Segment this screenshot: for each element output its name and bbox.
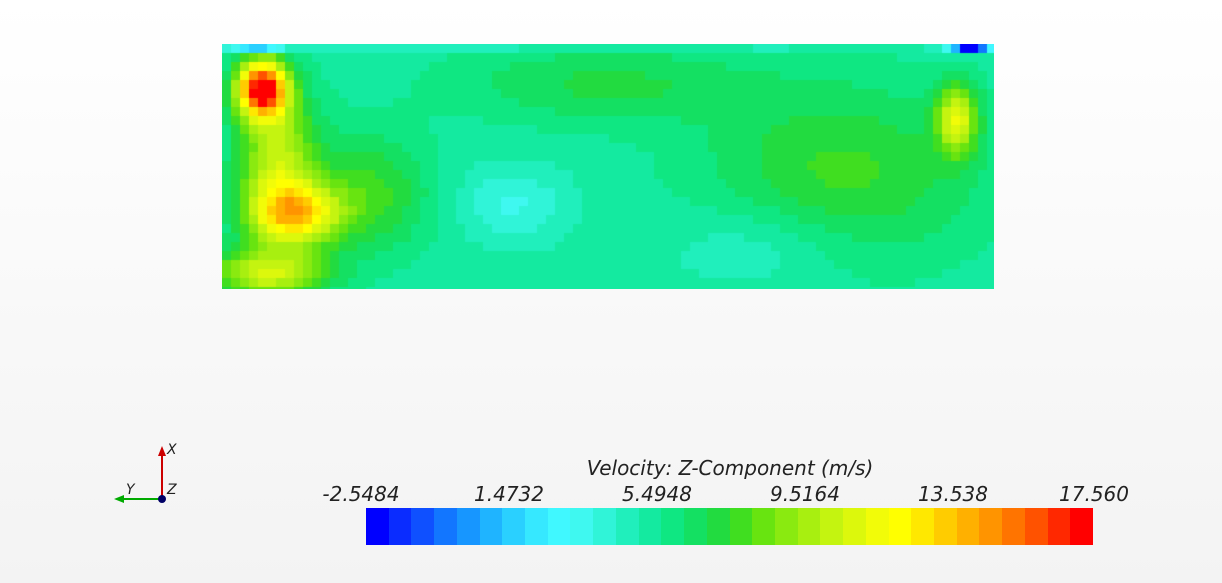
legend-color-swatch — [979, 508, 1003, 545]
contour-canvas[interactable] — [222, 44, 994, 289]
legend-color-swatch — [615, 508, 639, 545]
legend-color-swatch — [820, 508, 844, 545]
legend-color-swatch — [865, 508, 889, 545]
legend-color-swatch — [456, 508, 480, 545]
legend-color-swatch — [388, 508, 412, 545]
legend-color-swatch — [593, 508, 616, 545]
z-axis-dot — [158, 495, 166, 503]
y-axis-arrow — [114, 495, 124, 503]
triad-graphic — [114, 446, 166, 503]
legend-color-swatch — [1047, 508, 1071, 545]
legend-color-swatch — [502, 508, 526, 545]
legend-color-swatch — [570, 508, 594, 545]
legend-color-bar — [366, 508, 1093, 545]
legend-tick-label: 9.5164 — [770, 482, 840, 506]
color-legend[interactable]: Velocity: Z-Component (m/s) -2.5484 1.47… — [320, 454, 1140, 549]
legend-title: Velocity: Z-Component (m/s) — [586, 456, 874, 480]
legend-color-swatch — [706, 508, 730, 545]
legend-color-swatch — [479, 508, 503, 545]
legend-color-swatch — [661, 508, 685, 545]
legend-color-swatch — [843, 508, 866, 545]
legend-color-swatch — [366, 508, 389, 545]
legend-color-swatch — [752, 508, 775, 545]
legend-color-swatch — [638, 508, 662, 545]
legend-tick-label: 5.4948 — [622, 482, 692, 506]
legend-color-swatch — [1070, 508, 1093, 545]
legend-color-swatch — [411, 508, 435, 545]
x-axis-label: X — [167, 442, 177, 458]
legend-color-swatch — [525, 508, 548, 545]
legend-tick-label: 1.4732 — [474, 482, 544, 506]
legend-color-swatch — [1002, 508, 1025, 545]
x-axis-arrow — [158, 446, 166, 456]
legend-color-swatch — [888, 508, 912, 545]
legend-tick-label: 17.560 — [1059, 482, 1129, 506]
legend-color-swatch — [684, 508, 707, 545]
legend-tick-label: 13.538 — [918, 482, 988, 506]
legend-color-swatch — [797, 508, 821, 545]
y-axis-label: Y — [126, 482, 135, 498]
legend-tick-label: -2.5484 — [322, 482, 400, 506]
legend-color-swatch — [933, 508, 957, 545]
legend-color-swatch — [956, 508, 980, 545]
legend-color-swatch — [911, 508, 934, 545]
legend-color-swatch — [1024, 508, 1048, 545]
z-axis-label: Z — [167, 482, 177, 498]
legend-color-swatch — [434, 508, 457, 545]
legend-color-swatch — [729, 508, 753, 545]
velocity-contour-plot[interactable] — [222, 44, 994, 289]
orientation-axes-triad: X Y Z — [108, 440, 188, 510]
legend-color-swatch — [774, 508, 798, 545]
legend-color-swatch — [547, 508, 571, 545]
